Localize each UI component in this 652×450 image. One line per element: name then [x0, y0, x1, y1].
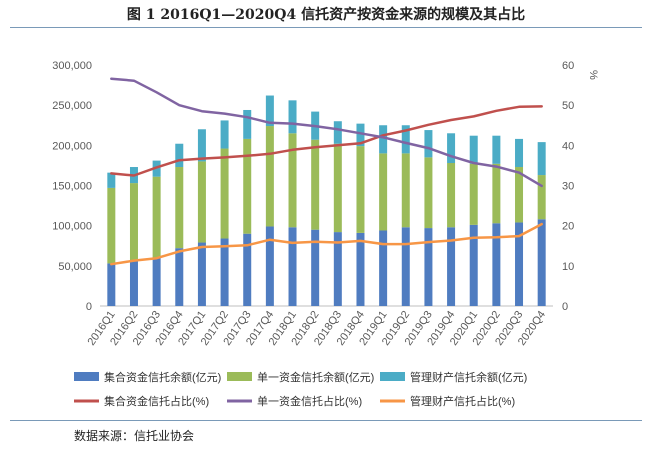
line-single-share	[110, 77, 543, 188]
bar-management	[197, 129, 206, 162]
bar-single	[356, 146, 365, 233]
y-right-tick-label: 10	[562, 261, 574, 273]
bar-single	[424, 157, 433, 229]
bar-management	[107, 172, 116, 188]
bar-management	[265, 95, 274, 127]
legend-label: 管理财产信托占比(%)	[410, 394, 515, 408]
bar-single	[175, 167, 184, 249]
y-right-tick-label: 0	[562, 301, 568, 313]
bar-collective	[288, 227, 297, 306]
bar-single	[129, 183, 138, 262]
bar-single	[379, 153, 388, 231]
source-note: 数据来源：信托业协会	[74, 429, 195, 443]
legend-label: 单一资金信托余额(亿元)	[257, 370, 374, 384]
bar-collective	[447, 227, 456, 306]
title-rule-top	[10, 27, 642, 28]
bar-management	[469, 135, 478, 164]
bar-single	[469, 163, 478, 225]
bar-collective	[492, 223, 501, 306]
bar-single	[333, 143, 342, 233]
legend-swatch-bar	[380, 372, 405, 381]
bar-collective	[356, 232, 365, 306]
legend-swatch-bar	[227, 372, 252, 381]
bar-management	[220, 120, 229, 149]
bar-management	[333, 121, 342, 144]
bar-collective	[424, 228, 433, 306]
chart-bars	[107, 95, 546, 306]
bar-collective	[129, 261, 138, 306]
y-left-tick-label: 300,000	[52, 60, 92, 72]
chart-title: 图 1 2016Q1—2020Q4 信托资产按资金来源的规模及其占比	[126, 7, 526, 23]
bar-collective	[243, 233, 252, 306]
bar-collective	[311, 229, 320, 306]
y-left-tick-label: 0	[86, 301, 92, 313]
y-right-tick-label: 40	[562, 140, 574, 152]
bar-management	[537, 142, 546, 176]
bar-management	[243, 109, 252, 139]
bar-single	[311, 139, 320, 230]
bar-collective	[469, 224, 478, 306]
y-right-tick-label: 50	[562, 100, 574, 112]
bar-management	[515, 138, 524, 168]
bar-collective	[401, 227, 410, 306]
title-rule-bottom	[10, 420, 642, 421]
legend-label: 单一资金信托占比(%)	[257, 394, 362, 408]
bar-single	[401, 153, 410, 228]
y-right-tick-label: 30	[562, 181, 574, 193]
line-collective-share	[110, 105, 543, 177]
bar-single	[265, 126, 274, 227]
bar-collective	[175, 248, 184, 306]
bar-collective	[220, 238, 229, 306]
chart: 0 50,000 100,000 150,000 200,000 250,000 300,0…	[52, 60, 599, 408]
line-management-share	[110, 222, 543, 266]
bar-single	[107, 187, 116, 264]
y-left-tick-label: 200,000	[52, 140, 92, 152]
bar-collective	[197, 242, 206, 306]
bar-collective	[107, 263, 116, 306]
y-left-tick-label: 150,000	[52, 181, 92, 193]
bar-collective	[152, 257, 161, 306]
bar-management	[401, 125, 410, 154]
bar-collective	[333, 232, 342, 306]
legend-label: 管理财产信托余额(亿元)	[410, 370, 527, 384]
bar-management	[356, 123, 365, 147]
bar-single	[197, 161, 206, 243]
bar-single	[537, 175, 546, 220]
bar-collective	[537, 219, 546, 306]
bar-collective	[515, 222, 524, 306]
y-left-tick-label: 250,000	[52, 100, 92, 112]
bar-single	[492, 163, 501, 224]
bar-single	[152, 176, 161, 258]
bar-single	[288, 133, 297, 228]
y-right-axis-label: %	[587, 70, 599, 80]
chart-lines	[110, 77, 543, 266]
y-left-tick-label: 100,000	[52, 221, 92, 233]
bar-management	[492, 135, 501, 164]
legend-swatch-bar	[74, 372, 99, 381]
bar-management	[175, 143, 184, 168]
bar-management	[379, 125, 388, 154]
bar-single	[243, 138, 252, 234]
y-left-tick-label: 50,000	[58, 261, 92, 273]
bar-collective	[265, 226, 274, 306]
bar-management	[288, 100, 297, 134]
bar-single	[447, 163, 456, 228]
y-right-tick-label: 20	[562, 221, 574, 233]
bar-single	[220, 148, 229, 239]
chart-legend: 集合资金信托余额(亿元) 单一资金信托余额(亿元) 管理财产信托余额(亿元) 集合资金…	[74, 370, 527, 408]
bar-management	[447, 133, 456, 164]
legend-label: 集合资金信托占比(%)	[104, 394, 209, 408]
y-right-tick-label: 60	[562, 60, 574, 72]
bar-single	[515, 167, 524, 223]
legend-label: 集合资金信托余额(亿元)	[104, 370, 221, 384]
bar-management	[424, 130, 433, 158]
bar-collective	[379, 230, 388, 306]
